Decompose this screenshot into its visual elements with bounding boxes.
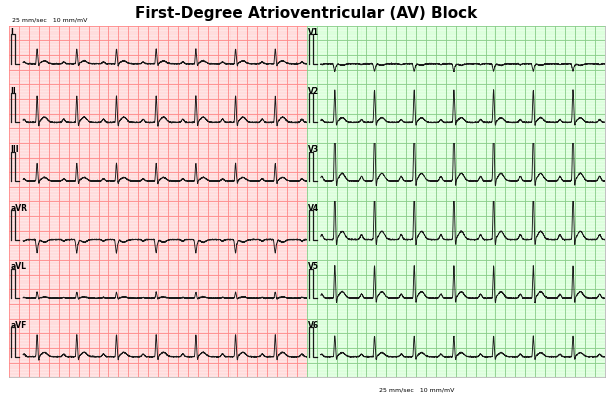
Text: First-Degree Atrioventricular (AV) Block: First-Degree Atrioventricular (AV) Block [135, 6, 477, 21]
Text: 25 mm/sec   10 mm/mV: 25 mm/sec 10 mm/mV [12, 17, 88, 23]
Text: III: III [10, 145, 20, 154]
Text: V4: V4 [308, 204, 319, 213]
Text: V6: V6 [308, 321, 319, 330]
Text: I: I [10, 28, 13, 37]
Text: 25 mm/sec   10 mm/mV: 25 mm/sec 10 mm/mV [379, 387, 455, 392]
Text: V3: V3 [308, 145, 319, 154]
Text: aVL: aVL [10, 262, 27, 271]
Text: V5: V5 [308, 262, 319, 271]
Text: II: II [10, 87, 17, 96]
Text: V1: V1 [308, 28, 319, 37]
Text: aVF: aVF [10, 321, 27, 330]
Text: aVR: aVR [10, 204, 28, 213]
Text: V2: V2 [308, 87, 319, 96]
